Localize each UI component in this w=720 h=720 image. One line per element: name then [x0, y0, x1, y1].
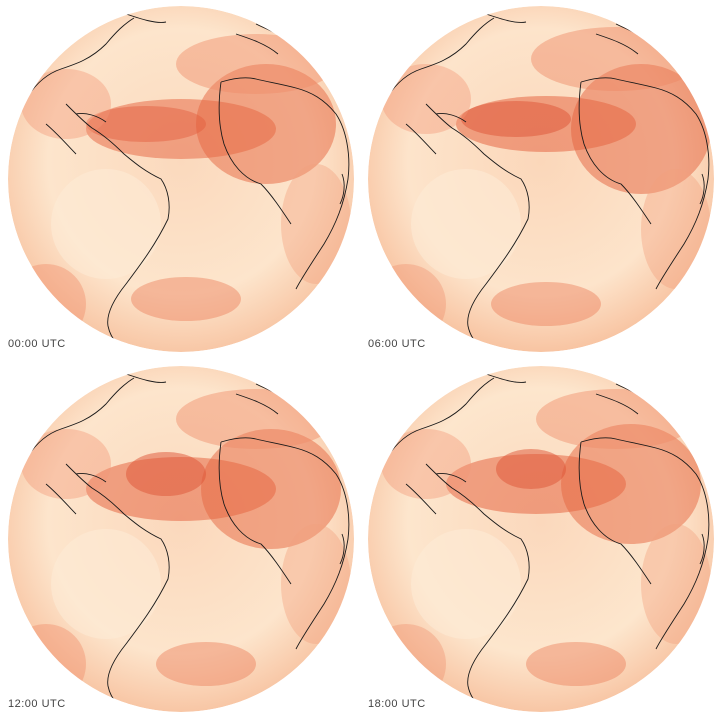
globe-map	[8, 6, 354, 352]
globe-panel-06utc: 06:00 UTC	[360, 0, 720, 360]
globe-panel-18utc: 18:00 UTC	[360, 360, 720, 720]
globe-panel-12utc: 12:00 UTC	[0, 360, 360, 720]
globe-map	[8, 366, 354, 712]
globe-panel-00utc: 00:00 UTC	[0, 0, 360, 360]
time-label: 12:00 UTC	[8, 698, 66, 710]
globe-map	[368, 6, 714, 352]
time-label: 18:00 UTC	[368, 698, 426, 710]
globe-map	[368, 366, 714, 712]
time-label: 00:00 UTC	[8, 338, 66, 350]
time-label: 06:00 UTC	[368, 338, 426, 350]
